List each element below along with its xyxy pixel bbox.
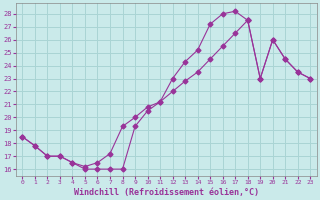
X-axis label: Windchill (Refroidissement éolien,°C): Windchill (Refroidissement éolien,°C)	[74, 188, 259, 197]
